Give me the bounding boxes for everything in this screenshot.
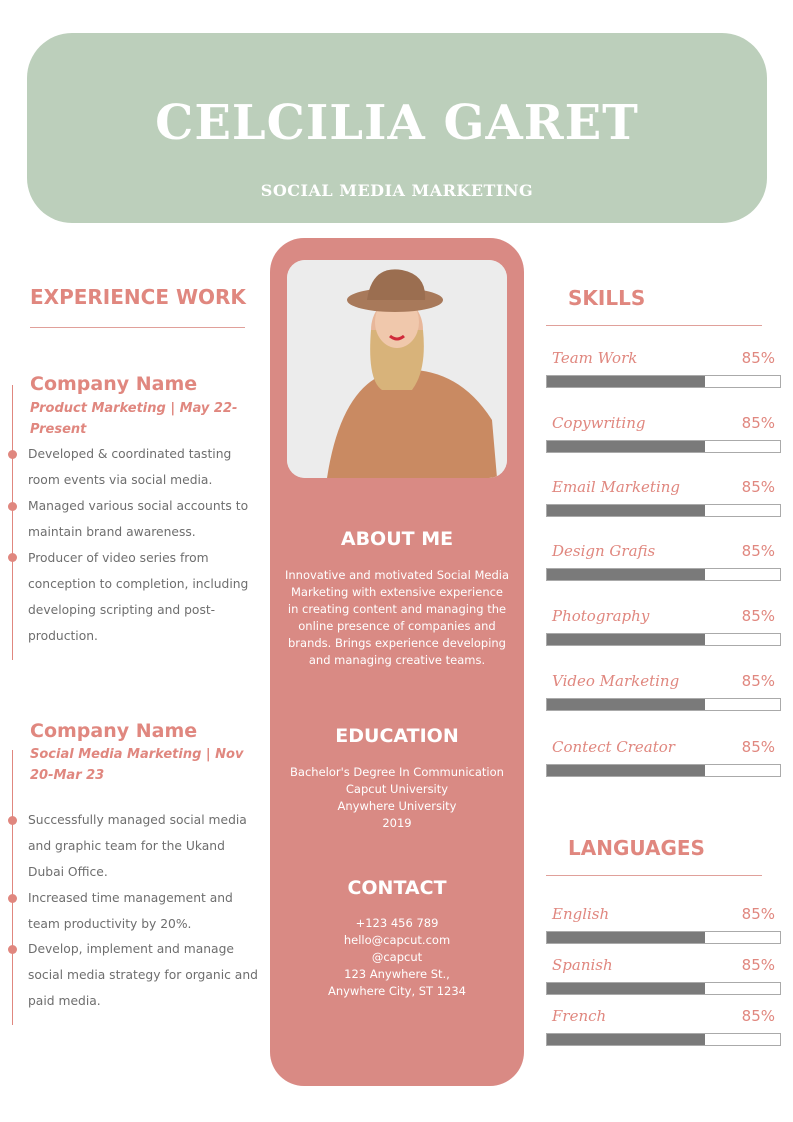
progress-bar [546,633,781,646]
progress-fill [547,699,706,710]
skill-percent: 85% [741,542,775,560]
bullet-dot [8,553,17,562]
progress-fill [547,1034,706,1045]
school-location: Anywhere University [337,799,457,813]
skills-heading: SKILLS [568,286,646,310]
language-percent: 85% [741,905,775,923]
timeline-line [12,750,13,1025]
skill-label: Photography [552,607,650,625]
progress-bar [546,931,781,944]
progress-fill [547,376,706,387]
center-panel: ABOUT ME Innovative and motivated Social… [270,238,524,1086]
languages-heading: LANGUAGES [568,836,705,860]
bullet-dot [8,450,17,459]
timeline-line [12,385,13,660]
header-banner: CELCILIA GARET SOCIAL MEDIA MARKETING [27,33,767,223]
skill-label: Video Marketing [552,672,680,690]
language-label: English [552,905,610,923]
contact-heading: CONTACT [347,877,447,899]
language-percent: 85% [741,1007,775,1025]
progress-bar [546,1033,781,1046]
progress-fill [547,505,706,516]
language-label: French [552,1007,607,1025]
contact-details: +123 456 789 hello@capcut.com @capcut 12… [284,915,510,1000]
school: Capcut University [345,782,449,796]
job-bullet: Managed various social accounts to maint… [28,499,249,539]
education-details: Bachelor's Degree In Communication Capcu… [284,764,510,832]
bullet-dot [8,894,17,903]
progress-bar [546,698,781,711]
progress-bar [546,764,781,777]
progress-fill [547,441,706,452]
progress-bar [546,375,781,388]
skill-percent: 85% [741,478,775,496]
degree: Bachelor's Degree In Communication [290,765,504,779]
skill-label: Team Work [552,349,638,367]
job-bullet: Developed & coordinated tasting room eve… [28,447,232,487]
education-heading: EDUCATION [335,725,459,747]
divider [546,875,762,876]
progress-fill [547,634,706,645]
experience-heading: EXPERIENCE WORK [30,285,246,309]
job-subtitle: Social Media Marketing | Nov 20-Mar 23 [30,747,244,783]
bullet-dot [8,816,17,825]
about-heading: ABOUT ME [340,528,454,550]
job-bullet: Develop, implement and manage social med… [28,942,258,1008]
company-name: Company Name [30,373,198,395]
about-text: Innovative and motivated Social Media Ma… [284,568,509,667]
social-handle: @capcut [371,950,423,964]
job-bullet: Successfully managed social media and gr… [28,813,247,879]
skill-percent: 85% [741,738,775,756]
address-city: Anywhere City, ST 1234 [327,984,467,998]
job-subtitle: Product Marketing | May 22-Present [30,401,238,437]
skill-label: Contect Creator [552,738,675,756]
profile-photo [287,260,507,478]
email: hello@capcut.com [343,933,451,947]
address-line: 123 Anywhere St., [344,967,450,981]
skill-label: Email Marketing [552,478,681,496]
progress-fill [547,765,706,776]
progress-bar [546,440,781,453]
language-label: Spanish [552,956,613,974]
candidate-name: CELCILIA GARET [155,95,639,151]
candidate-role: SOCIAL MEDIA MARKETING [260,181,534,200]
skill-percent: 85% [741,349,775,367]
bullet-dot [8,945,17,954]
skill-label: Design Grafis [552,542,656,560]
graduation-year: 2019 [382,816,412,830]
skill-percent: 85% [741,607,775,625]
progress-bar [546,568,781,581]
divider [546,325,762,326]
progress-bar [546,982,781,995]
language-percent: 85% [741,956,775,974]
progress-bar [546,504,781,517]
phone: +123 456 789 [355,916,439,930]
progress-fill [547,569,706,580]
job-bullet: Producer of video series from conception… [28,551,249,643]
progress-fill [547,932,706,943]
skill-label: Copywriting [552,414,646,432]
company-name: Company Name [30,720,198,742]
skill-percent: 85% [741,414,775,432]
job-bullet: Increased time management and team produ… [28,891,233,931]
progress-fill [547,983,706,994]
bullet-dot [8,502,17,511]
divider [30,327,245,328]
skill-percent: 85% [741,672,775,690]
